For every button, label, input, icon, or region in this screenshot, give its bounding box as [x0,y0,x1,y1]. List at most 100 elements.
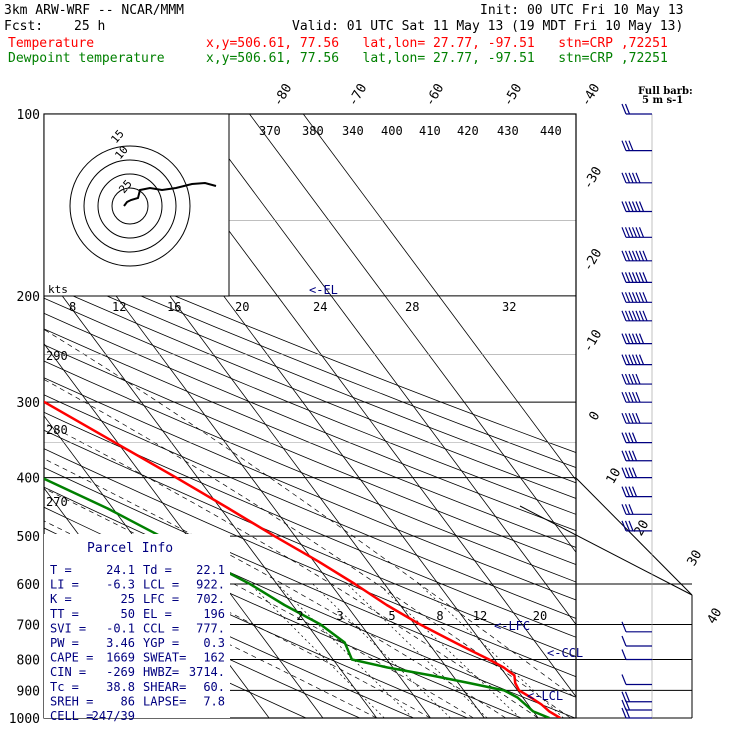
parcel-param-value: 22.1 [196,563,225,577]
isotherm-label: -30 [581,164,606,192]
hodograph-speed-label: 32 [502,300,516,314]
mixing-ratio-label: 3 [336,609,343,623]
wind-barb [621,103,652,115]
wind-barb [621,412,652,424]
wind-barb [621,649,652,661]
parcel-param-label: HWBZ= [143,665,179,679]
hodograph-box [43,113,230,297]
valid-time: Valid: 01 UTC Sat 11 May 13 (19 MDT Fri … [292,19,684,34]
hodograph-speed-label: 20 [235,300,249,314]
parcel-param-value: 702. [196,592,225,606]
wind-barb [621,172,652,184]
isotherm-label: 10 [604,466,625,487]
wind-barb [621,432,652,444]
dry-adiabat-line [44,240,576,453]
dry-adiabat-line [44,282,576,499]
dry-adiabat-line [44,360,576,583]
pressure-label: 600 [17,578,40,593]
mixing-ratio-line [276,583,414,718]
hodograph-speed-label: 16 [167,300,181,314]
wind-barb [621,201,652,213]
wind-barb [621,310,652,322]
wind-legend-title: Full barb: [638,86,693,97]
parcel-param-value: 777. [196,621,225,635]
isotherm-line [44,342,324,718]
isotherm-label: 40 [705,606,726,627]
hodograph-ring [111,187,149,225]
dry-adiabat-line [44,268,576,484]
parcel-param-label: Td = [143,563,172,577]
dry-adiabat-line [44,328,576,548]
parcel-param-value: 7.8 [203,694,225,708]
parcel-param-label: CAPE = [50,651,93,665]
theta-label: 290 [46,349,68,363]
isotherm-label: -10 [581,327,606,355]
parcel-param-label: T = [50,563,72,577]
parcel-param-value: 3714. [189,665,225,679]
wind-barb [621,520,652,532]
isotherm-label: 20 [632,518,653,539]
parcel-param-label: CIN = [50,665,86,679]
forecast-label: Fcst: [4,19,44,34]
theta-label: 340 [342,124,364,138]
theta-label: 270 [46,495,68,509]
wind-barb [621,354,652,366]
level-marker: <-LFC [494,619,530,633]
hodograph-speed-label: 24 [313,300,327,314]
parcel-param-label: SREH = [50,694,93,708]
isotherm-label: -20 [581,246,606,274]
forecast-hour: 25 h [74,19,106,34]
parcel-info-title: Parcel Info [87,541,173,556]
parcel-param-value: -0.1 [106,621,135,635]
parcel-param-value: 50 [121,607,135,621]
parcel-param-label: SWEAT= [143,651,186,665]
pressure-label: 800 [17,653,40,668]
mixing-ratio-label: 5 [388,609,395,623]
parcel-param-label: Tc = [50,680,79,694]
dewpoint-profile [44,477,550,718]
dry-adiabat-line [44,344,576,565]
pressure-label: 700 [17,618,40,633]
parcel-param-label: LI = [50,578,79,592]
isotherm-label: -60 [423,81,448,109]
dry-adiabat-line [44,593,307,718]
wind-barb [621,635,652,647]
wind-legend-unit: 5 m s-1 [642,95,683,106]
parcel-param-label: LAPSE= [143,694,186,708]
parcel-param-label: LFC = [143,592,179,606]
wind-barb [621,272,652,283]
wind-barb [621,467,652,479]
theta-label: 410 [419,124,441,138]
wind-barb [621,504,652,515]
pressure-label: 300 [17,396,40,411]
dewpoint-coords: x,y=506.61, 77.56 lat,lon= 27.77, -97.51… [206,51,668,66]
model-title: 3km ARW-WRF -- NCAR/MMM [4,3,185,18]
init-time: Init: 00 UTC Fri 10 May 13 [480,3,684,18]
frame-diagonal [575,477,693,596]
theta-label: 380 [302,124,324,138]
wind-barb [621,674,652,686]
wind-barb [621,621,652,633]
theta-label: 370 [259,124,281,138]
mixing-ratio-line [249,583,385,718]
pressure-label: 400 [17,472,40,487]
parcel-param-label: EL = [143,607,172,621]
dry-adiabat-line [44,377,576,601]
parcel-param-value: 25 [121,592,135,606]
hodograph-ring [69,145,191,267]
parcel-param-value: 1669 [106,651,135,665]
theta-label: 280 [46,423,68,437]
parcel-info-box [44,534,230,718]
hodograph-speed-label: 8 [69,300,76,314]
parcel-param-value: 86 [121,694,135,708]
parcel-param-value: 247/39 [92,709,135,723]
temperature-coords: x,y=506.61, 77.56 lat,lon= 27.77, -97.51… [206,36,668,51]
hodograph-speed-label: 28 [405,300,419,314]
parcel-param-label: SHEAR= [143,680,186,694]
parcel-param-value: 922. [196,578,225,592]
mixing-ratio-line [378,583,521,718]
mixing-ratio-line [312,583,451,718]
level-marker: <-CCL [547,646,583,660]
dry-adiabat-line [44,297,576,515]
wind-barb [621,373,652,385]
